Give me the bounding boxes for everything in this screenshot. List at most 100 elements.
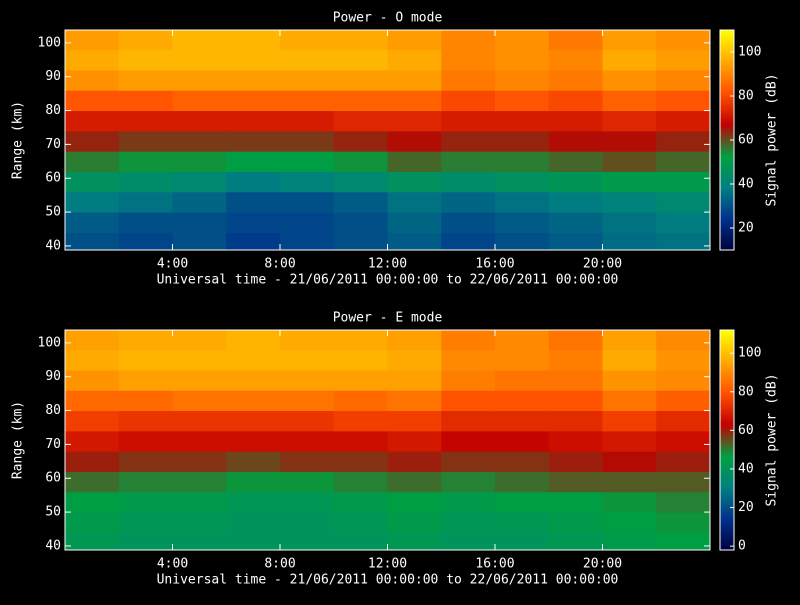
colorbar-step bbox=[720, 242, 734, 245]
heat-cell bbox=[333, 90, 388, 112]
heat-cell bbox=[602, 410, 657, 432]
heat-cell bbox=[65, 212, 120, 233]
y-tick-label: 100 bbox=[38, 335, 61, 350]
colorbar-step bbox=[720, 470, 734, 473]
y-tick-label: 60 bbox=[45, 171, 61, 186]
colorbar-step bbox=[720, 348, 734, 351]
colorbar-step bbox=[720, 148, 734, 151]
heat-cell bbox=[602, 390, 657, 412]
heat-cell bbox=[387, 390, 442, 412]
heat-cell bbox=[172, 90, 227, 112]
heat-cell bbox=[656, 232, 710, 250]
heat-cell bbox=[280, 430, 335, 452]
colorbar-step bbox=[720, 338, 734, 341]
heat-cell bbox=[65, 49, 120, 71]
heat-cell bbox=[441, 349, 496, 371]
heat-cell bbox=[280, 232, 335, 250]
colorbar-step bbox=[720, 82, 734, 85]
colorbar-step bbox=[720, 44, 734, 47]
heat-cell bbox=[118, 512, 173, 533]
heat-cell bbox=[118, 330, 173, 351]
x-tick-label: 8:00 bbox=[264, 257, 295, 272]
heat-cell bbox=[495, 491, 550, 513]
y-axis-label: Range (km) bbox=[11, 401, 26, 479]
heat-cell bbox=[656, 110, 710, 132]
heat-cell bbox=[495, 512, 550, 533]
heat-cell bbox=[441, 191, 496, 213]
heat-cell bbox=[280, 349, 335, 371]
colorbar-step bbox=[720, 104, 734, 107]
heat-cell bbox=[387, 430, 442, 452]
colorbar-step bbox=[720, 126, 734, 129]
colorbar-tick-label: 20 bbox=[738, 221, 754, 236]
colorbar-step bbox=[720, 98, 734, 101]
colorbar-step bbox=[720, 222, 734, 225]
heat-cell bbox=[548, 171, 603, 193]
heat-cell bbox=[172, 69, 227, 91]
heat-cell bbox=[226, 491, 281, 513]
x-axis-label: Universal time - 21/06/2011 00:00:00 to … bbox=[157, 273, 619, 288]
x-tick-label: 16:00 bbox=[475, 557, 514, 572]
colorbar-step bbox=[720, 164, 734, 167]
colorbar-step bbox=[720, 40, 734, 43]
heat-cell bbox=[172, 512, 227, 533]
x-tick-label: 16:00 bbox=[475, 257, 514, 272]
heat-cell bbox=[226, 90, 281, 112]
colorbar-step bbox=[720, 232, 734, 235]
heat-cell bbox=[172, 30, 227, 51]
heatmap bbox=[65, 330, 710, 550]
colorbar-step bbox=[720, 154, 734, 157]
colorbar-step bbox=[720, 422, 734, 425]
colorbar-step bbox=[720, 102, 734, 105]
colorbar-step bbox=[720, 54, 734, 57]
heat-cell bbox=[333, 512, 388, 533]
x-tick-label: 20:00 bbox=[583, 257, 622, 272]
colorbar-tick-label: 100 bbox=[738, 346, 761, 361]
colorbar-step bbox=[720, 360, 734, 363]
colorbar-step bbox=[720, 546, 734, 549]
heat-cell bbox=[333, 430, 388, 452]
colorbar-step bbox=[720, 120, 734, 123]
heat-cell bbox=[333, 330, 388, 351]
colorbar-step bbox=[720, 424, 734, 427]
colorbar-step bbox=[720, 434, 734, 437]
heat-cell bbox=[280, 212, 335, 233]
heat-cell bbox=[495, 232, 550, 250]
heat-cell bbox=[172, 49, 227, 71]
heat-cell bbox=[118, 471, 173, 493]
heat-cell bbox=[602, 49, 657, 71]
colorbar-step bbox=[720, 490, 734, 493]
colorbar-tick-label: 60 bbox=[738, 133, 754, 148]
heat-cell bbox=[441, 110, 496, 132]
colorbar-step bbox=[720, 128, 734, 131]
heat-cell bbox=[333, 451, 388, 472]
heat-cell bbox=[387, 212, 442, 233]
colorbar-step bbox=[720, 362, 734, 365]
heat-cell bbox=[118, 69, 173, 91]
heat-cell bbox=[118, 49, 173, 71]
heat-cell bbox=[548, 430, 603, 452]
colorbar-step bbox=[720, 140, 734, 143]
colorbar-step bbox=[720, 504, 734, 507]
heat-cell bbox=[495, 430, 550, 452]
colorbar-step bbox=[720, 482, 734, 485]
colorbar-step bbox=[720, 358, 734, 361]
colorbar-step bbox=[720, 426, 734, 429]
colorbar-step bbox=[720, 548, 734, 551]
colorbar-step bbox=[720, 538, 734, 541]
heat-cell bbox=[656, 69, 710, 91]
heat-cell bbox=[656, 410, 710, 432]
colorbar-step bbox=[720, 346, 734, 349]
colorbar-step bbox=[720, 418, 734, 421]
y-tick-label: 70 bbox=[45, 137, 61, 152]
heat-cell bbox=[495, 151, 550, 172]
colorbar-tick-label: 0 bbox=[738, 539, 746, 554]
colorbar-step bbox=[720, 330, 734, 333]
colorbar-step bbox=[720, 106, 734, 109]
heat-cell bbox=[172, 110, 227, 132]
colorbar-label: Signal power (dB) bbox=[765, 73, 780, 206]
heat-cell bbox=[495, 110, 550, 132]
heat-cell bbox=[118, 349, 173, 371]
heat-cell bbox=[441, 130, 496, 152]
colorbar-step bbox=[720, 414, 734, 417]
